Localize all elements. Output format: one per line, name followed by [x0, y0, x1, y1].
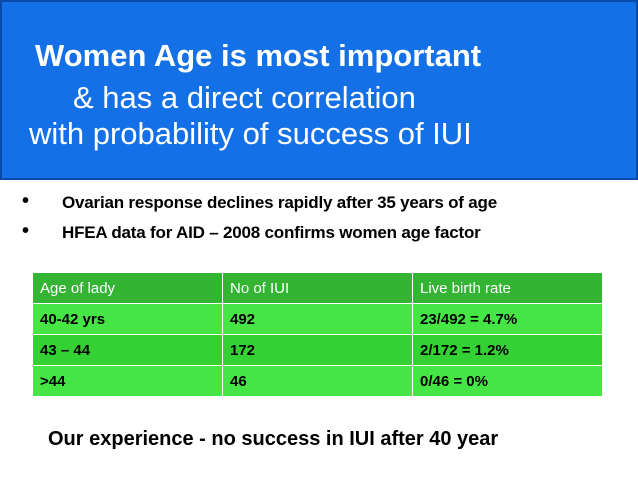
title-line-1: Women Age is most important	[35, 38, 482, 73]
bullet-marker: •	[22, 190, 30, 212]
cell-live-birth-rate: 23/492 = 4.7%	[412, 303, 603, 335]
title-line-2: & has a direct correlation	[73, 80, 416, 115]
footer-note: Our experience - no success in IUI after…	[48, 428, 499, 450]
bullet-item: • Ovarian response declines rapidly afte…	[0, 190, 638, 220]
cell-age: >44	[32, 365, 223, 397]
cell-live-birth-rate: 2/172 = 1.2%	[412, 334, 603, 366]
cell-live-birth-rate: 0/46 = 0%	[412, 365, 603, 397]
title-box: Women Age is most important & has a dire…	[0, 0, 638, 180]
header-iui-count: No of IUI	[222, 272, 413, 304]
bullet-marker: •	[22, 220, 30, 242]
table-row: 43 – 44 172 2/172 = 1.2%	[32, 334, 603, 366]
cell-iui-count: 46	[222, 365, 413, 397]
bullet-item: • HFEA data for AID – 2008 confirms wome…	[0, 220, 638, 250]
cell-iui-count: 492	[222, 303, 413, 335]
bullet-text: Ovarian response declines rapidly after …	[62, 193, 497, 212]
age-outcome-table: Age of lady No of IUI Live birth rate 40…	[32, 272, 603, 397]
cell-iui-count: 172	[222, 334, 413, 366]
table-row: 40-42 yrs 492 23/492 = 4.7%	[32, 303, 603, 335]
header-live-birth-rate: Live birth rate	[412, 272, 603, 304]
title-line-3: with probability of success of IUI	[29, 116, 472, 151]
bullet-text: HFEA data for AID – 2008 confirms women …	[62, 223, 481, 242]
table-header-row: Age of lady No of IUI Live birth rate	[32, 272, 603, 304]
cell-age: 40-42 yrs	[32, 303, 223, 335]
table-row: >44 46 0/46 = 0%	[32, 365, 603, 397]
cell-age: 43 – 44	[32, 334, 223, 366]
header-age: Age of lady	[32, 272, 223, 304]
